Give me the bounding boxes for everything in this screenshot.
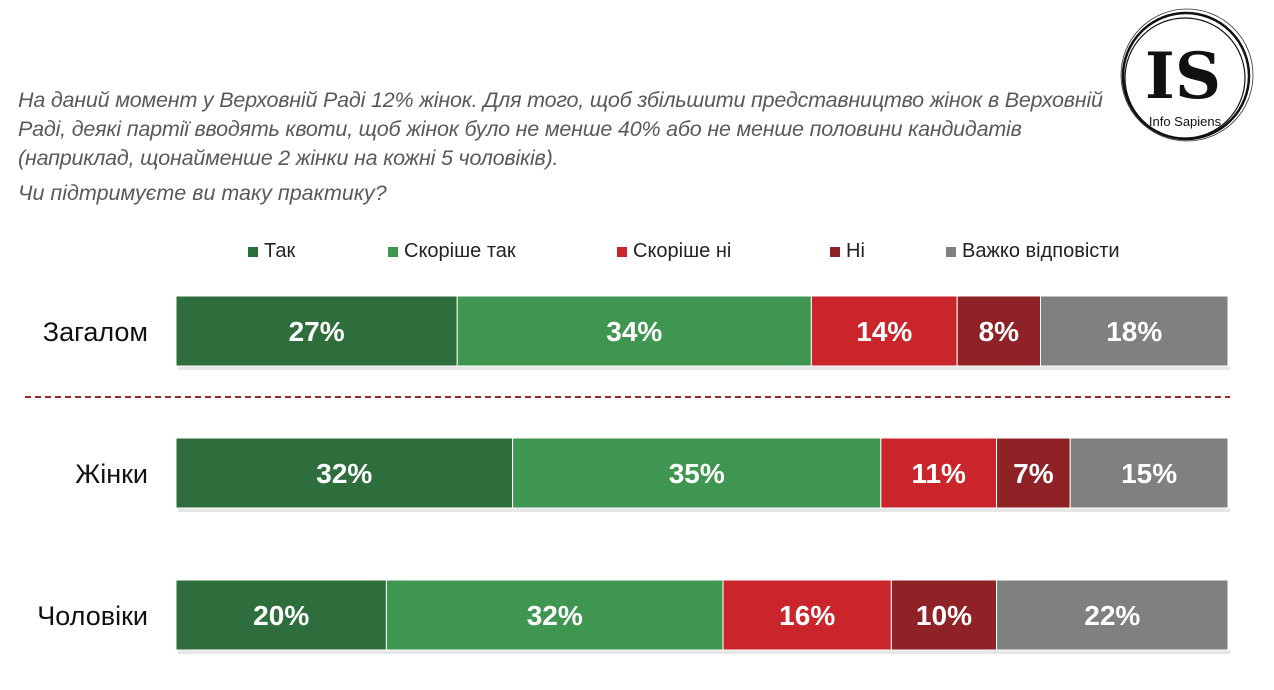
legend-label: Скоріше ні [633, 240, 732, 262]
data-label: 34% [606, 316, 662, 347]
bar-segment [996, 579, 1229, 651]
bar-shadow [178, 508, 1230, 512]
category-label: Чоловіки [37, 601, 148, 631]
category-label: Жінки [75, 459, 148, 489]
legend-item: Ні [830, 240, 865, 263]
data-label: 18% [1106, 316, 1162, 347]
data-label: 10% [916, 600, 972, 631]
question-text: На даний момент у Верховній Раді 12% жін… [18, 88, 1103, 170]
bar-segment [996, 437, 1071, 509]
legend-swatch [388, 246, 398, 257]
bar-shadow [178, 650, 1230, 654]
data-label: 16% [779, 600, 835, 631]
data-label: 32% [316, 458, 372, 489]
svg-text:Info Sapiens: Info Sapiens [1149, 114, 1222, 129]
bar-segment [722, 579, 892, 651]
bar-segment [175, 579, 387, 651]
data-label: 11% [911, 458, 966, 489]
bar-segment [456, 295, 812, 367]
bar-segment [1040, 295, 1229, 367]
legend-label: Важко відповісти [962, 240, 1120, 262]
category-label: Загалом [43, 317, 148, 347]
legend-item: Скоріше ні [617, 240, 731, 263]
legend-item: Так [248, 240, 295, 263]
chart-legend: Так Скоріше так Скоріше ні Ні Важко відповіс… [0, 240, 1274, 268]
bar-segment [385, 579, 724, 651]
legend-swatch [830, 246, 840, 257]
bar-segment [175, 437, 514, 509]
data-label: 14% [856, 316, 912, 347]
data-label: 27% [289, 316, 345, 347]
bar-segment [956, 295, 1042, 367]
legend-swatch [946, 246, 956, 257]
data-label: 8% [979, 316, 1020, 347]
bar-segment [175, 295, 458, 367]
legend-swatch [617, 246, 627, 257]
legend-label: Ні [846, 240, 865, 262]
legend-swatch [248, 246, 258, 257]
bar-segment [880, 437, 998, 509]
bar-shadow [178, 366, 1230, 370]
legend-item: Скоріше так [388, 240, 516, 263]
data-label: 20% [253, 600, 309, 631]
question-prompt: Чи підтримуєте ви таку практику? [18, 181, 387, 205]
bar-segment [1069, 437, 1229, 509]
legend-label: Скоріше так [404, 240, 516, 262]
svg-text:IS: IS [1145, 39, 1221, 114]
question-block: На даний момент у Верховній Раді 12% жін… [18, 86, 1106, 208]
data-label: 15% [1121, 458, 1177, 489]
legend-item: Важко відповісти [946, 240, 1120, 263]
bar-segment [890, 579, 998, 651]
bar-segment [810, 295, 958, 367]
info-sapiens-logo: IS Info Sapiens [1110, 8, 1260, 148]
data-label: 32% [527, 600, 583, 631]
data-label: 35% [669, 458, 725, 489]
legend-label: Так [264, 240, 296, 262]
data-label: 22% [1084, 600, 1140, 631]
data-label: 7% [1013, 458, 1054, 489]
